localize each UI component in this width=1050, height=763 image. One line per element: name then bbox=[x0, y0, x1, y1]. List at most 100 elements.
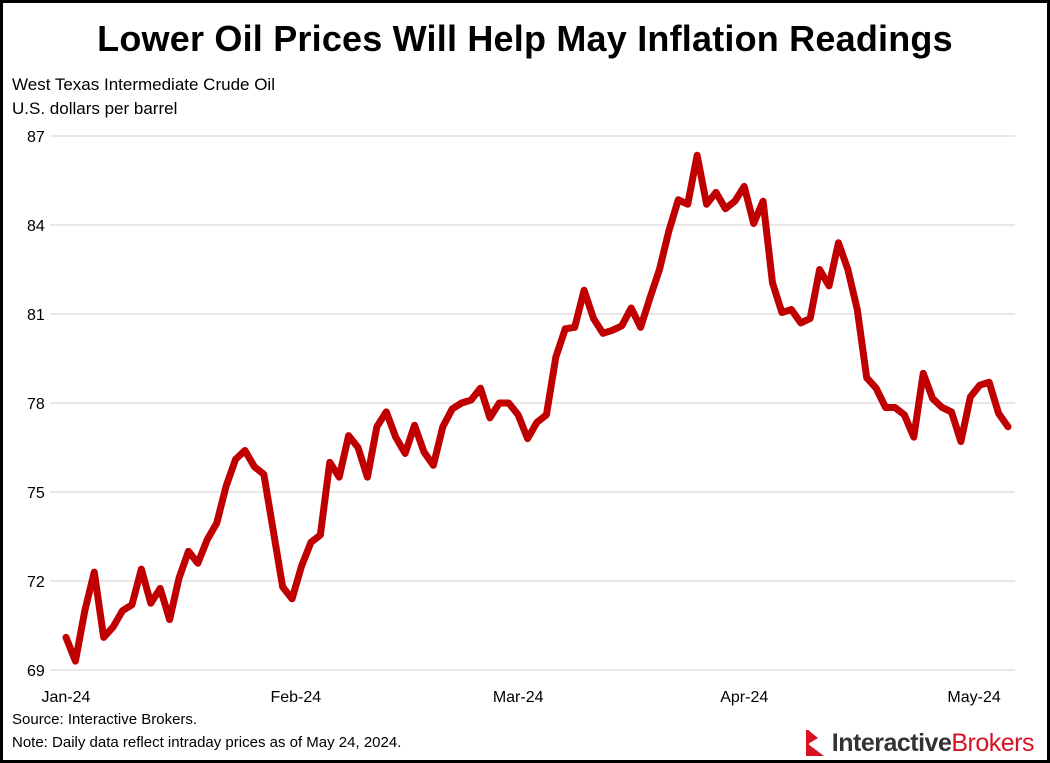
interactive-brokers-logo: Interactive Brokers bbox=[804, 728, 1034, 758]
data-point bbox=[414, 424, 416, 426]
data-point bbox=[781, 312, 783, 314]
data-point bbox=[753, 223, 755, 225]
data-point bbox=[979, 384, 981, 386]
data-point bbox=[903, 414, 905, 416]
data-point bbox=[253, 466, 255, 468]
data-point bbox=[216, 522, 218, 524]
chart-subtitle: West Texas Intermediate Crude Oil bbox=[12, 75, 275, 94]
data-point bbox=[564, 328, 566, 330]
data-point bbox=[235, 458, 237, 460]
data-point bbox=[649, 297, 651, 299]
y-tick-label: 69 bbox=[27, 663, 45, 680]
data-point bbox=[517, 414, 519, 416]
data-point bbox=[611, 329, 613, 331]
data-point bbox=[658, 269, 660, 270]
logo-text-brokers: Brokers bbox=[951, 728, 1034, 757]
data-point bbox=[103, 636, 105, 638]
data-point bbox=[574, 326, 576, 328]
data-point bbox=[159, 587, 161, 589]
data-point bbox=[687, 203, 689, 205]
y-tick-label: 87 bbox=[27, 129, 45, 146]
data-point bbox=[74, 660, 76, 662]
data-point bbox=[941, 406, 943, 408]
data-point bbox=[338, 476, 340, 478]
data-point bbox=[734, 200, 736, 202]
x-tick-label: Feb-24 bbox=[270, 689, 321, 706]
data-point bbox=[837, 242, 839, 244]
data-point bbox=[282, 586, 284, 588]
data-point bbox=[470, 399, 472, 401]
y-tick-label: 78 bbox=[27, 396, 45, 413]
data-point bbox=[423, 451, 425, 453]
data-point bbox=[555, 356, 557, 358]
data-point bbox=[583, 289, 585, 291]
data-point bbox=[988, 381, 990, 383]
data-point bbox=[451, 408, 453, 410]
data-point bbox=[724, 208, 726, 210]
data-point bbox=[875, 387, 877, 389]
data-point bbox=[969, 396, 971, 398]
data-point bbox=[65, 636, 67, 638]
ib-flag-icon bbox=[805, 730, 824, 756]
data-point bbox=[809, 317, 811, 319]
data-point bbox=[93, 571, 95, 573]
data-point bbox=[922, 372, 924, 374]
x-tick-label: Apr-24 bbox=[720, 689, 768, 706]
data-point bbox=[272, 530, 274, 532]
data-note: Note: Daily data reflect intraday prices… bbox=[12, 734, 402, 751]
data-point bbox=[536, 421, 538, 423]
data-point bbox=[866, 377, 868, 379]
data-point bbox=[432, 464, 434, 466]
data-point bbox=[376, 426, 378, 428]
data-point bbox=[715, 191, 717, 193]
data-point bbox=[913, 436, 915, 438]
data-point bbox=[828, 285, 830, 287]
data-point bbox=[301, 565, 302, 567]
source-note: Source: Interactive Brokers. bbox=[12, 711, 198, 728]
data-point bbox=[894, 406, 896, 408]
data-point bbox=[677, 199, 679, 201]
wti-price-line bbox=[62, 151, 1012, 665]
data-point bbox=[1007, 426, 1009, 428]
data-point bbox=[140, 568, 142, 570]
data-point bbox=[150, 602, 152, 604]
data-point bbox=[706, 203, 708, 205]
data-point bbox=[479, 387, 481, 389]
data-point bbox=[847, 269, 849, 270]
data-point bbox=[122, 610, 124, 612]
x-tick-label: May-24 bbox=[947, 689, 1000, 706]
data-point bbox=[244, 449, 246, 451]
y-tick-label: 81 bbox=[27, 307, 45, 324]
data-point bbox=[593, 317, 595, 319]
data-point bbox=[84, 610, 86, 612]
data-point bbox=[329, 461, 331, 463]
data-point bbox=[169, 619, 171, 621]
data-point bbox=[206, 538, 208, 540]
data-point bbox=[319, 534, 321, 536]
data-point bbox=[442, 426, 444, 428]
chart-title: Lower Oil Prices Will Help May Inflation… bbox=[97, 18, 953, 59]
data-point bbox=[357, 447, 359, 448]
data-point bbox=[366, 476, 368, 478]
data-point bbox=[800, 322, 802, 324]
data-point bbox=[772, 282, 773, 284]
data-point bbox=[856, 309, 858, 311]
data-point bbox=[461, 402, 463, 404]
logo-text-interactive: Interactive bbox=[831, 728, 952, 757]
data-point bbox=[932, 398, 934, 400]
data-point bbox=[885, 406, 887, 408]
data-point bbox=[602, 332, 604, 334]
data-point bbox=[527, 438, 529, 440]
data-point bbox=[404, 452, 406, 454]
data-point bbox=[743, 185, 745, 187]
data-point bbox=[621, 325, 623, 327]
data-point bbox=[696, 154, 698, 156]
data-point bbox=[668, 230, 670, 232]
y-tick-label: 75 bbox=[27, 485, 45, 502]
data-point bbox=[960, 441, 962, 443]
y-axis-label: U.S. dollars per barrel bbox=[12, 99, 178, 118]
data-point bbox=[395, 436, 397, 438]
data-point bbox=[385, 411, 387, 413]
